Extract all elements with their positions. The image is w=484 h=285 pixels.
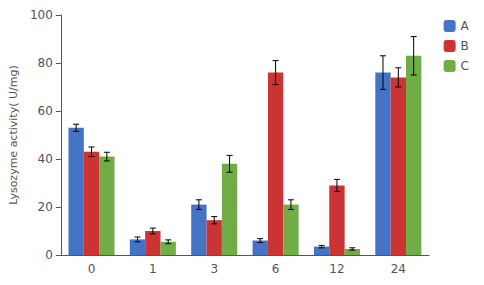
svg-text:20: 20 [38,200,53,214]
svg-text:1: 1 [149,262,157,276]
svg-text:Lysozyme activity( U/mg): Lysozyme activity( U/mg) [7,65,20,204]
svg-text:6: 6 [272,262,280,276]
svg-text:C: C [461,59,469,73]
svg-text:0: 0 [45,248,53,262]
svg-text:100: 100 [30,8,53,22]
svg-text:24: 24 [391,262,406,276]
svg-text:40: 40 [38,152,53,166]
svg-text:0: 0 [88,262,96,276]
svg-text:3: 3 [210,262,218,276]
svg-text:A: A [461,19,470,33]
svg-text:B: B [461,39,469,53]
svg-text:12: 12 [329,262,344,276]
svg-text:80: 80 [38,56,53,70]
svg-text:60: 60 [38,104,53,118]
